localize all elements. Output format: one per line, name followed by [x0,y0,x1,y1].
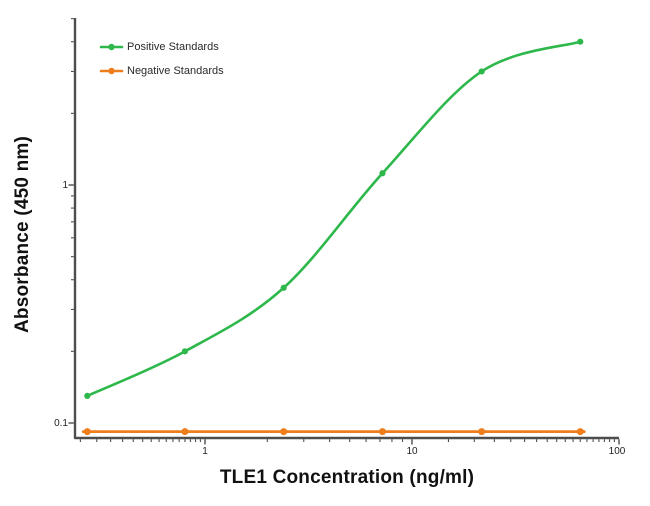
legend-label-positive-standards: Positive Standards [127,41,219,53]
positive-series-point [379,170,386,177]
negative-series-point [83,428,91,436]
y-tick-label-0-1: 0.1 [54,418,68,429]
legend-label-negative-standards: Negative Standards [127,65,224,77]
positive-series-point [280,284,287,291]
negative-series-point [181,428,189,436]
positive-series-curve [85,40,582,398]
positive-series-point [577,38,584,45]
y-axis-title: Absorbance (450 nm) [12,135,33,333]
negative-series-point [478,428,486,436]
x-tick-label-1: 1 [202,446,208,457]
legend-marker-dot-negative [108,67,115,75]
negative-series-point [576,428,584,436]
negative-series-point [280,428,288,436]
positive-series-point [478,68,485,75]
x-tick-label-10: 10 [406,446,418,457]
x-axis-title: TLE1 Concentration (ng/ml) [219,467,475,488]
axis-lines [73,18,619,440]
positive-series-point [84,392,91,399]
legend-marker-dot-positive [108,43,115,51]
x-tick-label-100: 100 [608,446,626,457]
negative-series-point [378,428,386,436]
positive-series-point [181,348,189,355]
y-tick-label-1: 1 [62,180,68,191]
